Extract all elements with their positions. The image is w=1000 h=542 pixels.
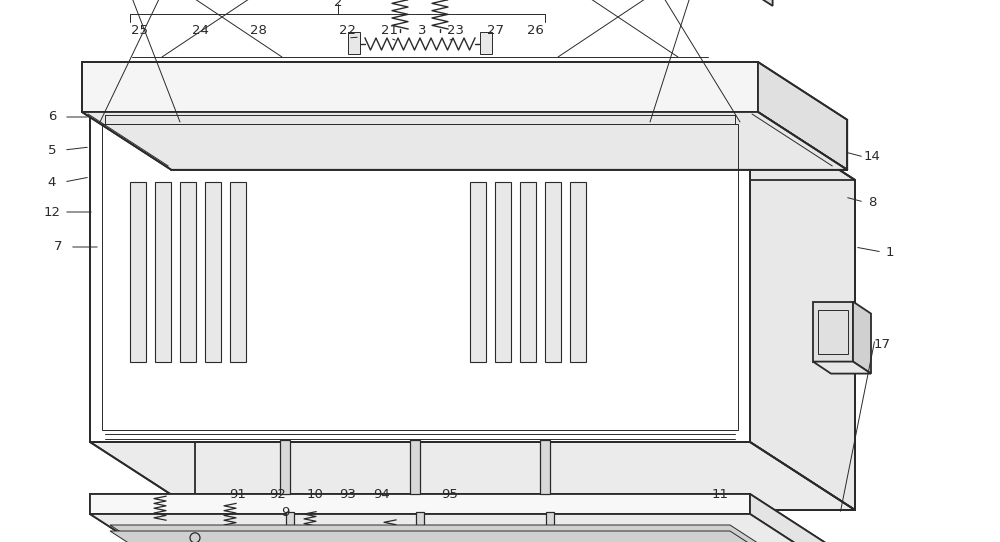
Polygon shape [90, 112, 750, 442]
Text: 2: 2 [334, 0, 342, 9]
Text: 17: 17 [874, 338, 891, 351]
Polygon shape [82, 112, 847, 170]
Bar [280, 440, 290, 494]
Polygon shape [813, 301, 853, 362]
Text: 95: 95 [442, 487, 458, 500]
Text: 12: 12 [44, 205, 60, 218]
Polygon shape [758, 62, 847, 170]
Text: 22: 22 [340, 23, 356, 36]
Bar [495, 182, 511, 362]
Polygon shape [728, 0, 773, 6]
Bar [540, 440, 550, 494]
Text: 94: 94 [374, 487, 390, 500]
Bar [130, 182, 146, 362]
Polygon shape [110, 531, 804, 542]
Text: 9: 9 [281, 506, 289, 519]
Text: 92: 92 [270, 487, 286, 500]
Polygon shape [110, 525, 804, 542]
Text: 11: 11 [712, 487, 728, 500]
Text: 4: 4 [48, 176, 56, 189]
Polygon shape [90, 442, 855, 510]
Text: 21: 21 [382, 23, 398, 36]
Text: 14: 14 [864, 151, 880, 164]
Bar [480, 32, 492, 54]
Bar [410, 440, 420, 494]
Bar [155, 182, 171, 362]
Polygon shape [750, 494, 855, 542]
Text: 5: 5 [48, 144, 56, 157]
Polygon shape [90, 494, 750, 514]
Bar [348, 32, 360, 54]
Circle shape [190, 533, 200, 542]
Text: 27: 27 [486, 23, 504, 36]
Bar [102, 124, 738, 430]
Polygon shape [853, 301, 871, 373]
Text: 24: 24 [192, 23, 208, 36]
Text: 28: 28 [250, 23, 266, 36]
Text: 26: 26 [527, 23, 543, 36]
Bar [470, 182, 486, 362]
Text: 93: 93 [340, 487, 356, 500]
Text: 23: 23 [446, 23, 464, 36]
Polygon shape [750, 112, 855, 510]
Bar [205, 182, 221, 362]
Bar [230, 182, 246, 362]
Bar [818, 309, 848, 353]
Bar [520, 182, 536, 362]
Bar [570, 182, 586, 362]
Polygon shape [82, 62, 758, 112]
Text: 6: 6 [48, 111, 56, 124]
Text: 3: 3 [418, 23, 426, 36]
Bar [416, 512, 424, 542]
Bar [180, 182, 196, 362]
Text: 1: 1 [886, 246, 894, 259]
Polygon shape [813, 362, 871, 373]
Polygon shape [90, 514, 855, 542]
Text: 10: 10 [307, 487, 323, 500]
Bar [286, 512, 294, 542]
Text: 8: 8 [868, 196, 876, 209]
Text: 25: 25 [132, 23, 148, 36]
Text: 7: 7 [54, 241, 62, 254]
Polygon shape [195, 180, 855, 510]
Bar [545, 182, 561, 362]
Bar [546, 512, 554, 542]
Text: 91: 91 [230, 487, 246, 500]
